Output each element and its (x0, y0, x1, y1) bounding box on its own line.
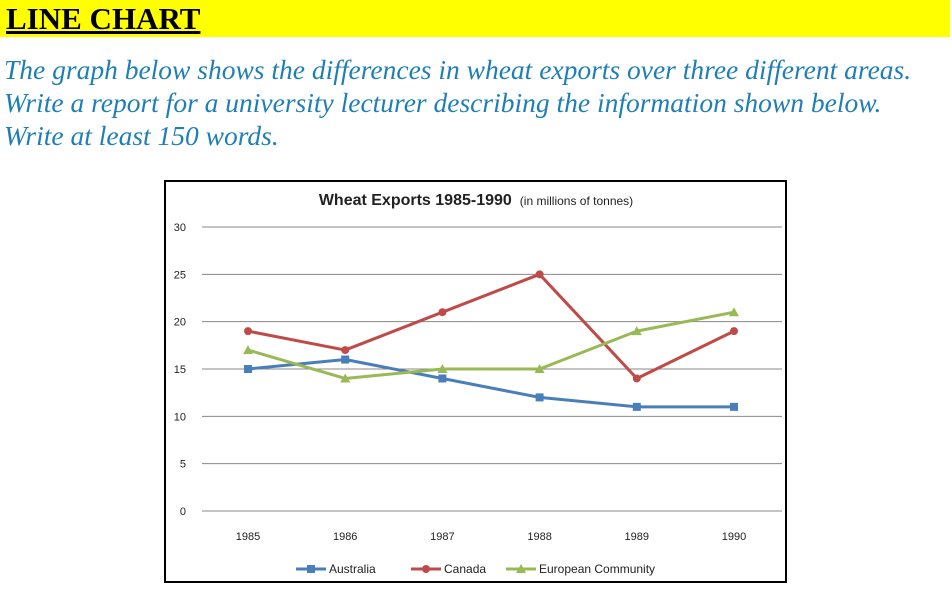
series-line-european-community (247, 310, 735, 380)
series-european-community (243, 307, 739, 383)
x-tick-label: 1990 (722, 531, 746, 543)
x-axis-ticks: 1985 1986 1987 1988 1989 1990 (236, 531, 746, 543)
legend-label: Australia (329, 562, 376, 576)
y-tick-label: 15 (174, 364, 186, 376)
legend: Australia Canada European Community (296, 562, 655, 576)
data-point-european-community (534, 364, 545, 373)
data-point-canada (730, 327, 738, 336)
legend-item-european-community: European Community (506, 562, 655, 576)
y-tick-label: 5 (180, 459, 186, 471)
y-axis-ticks: 0 5 10 15 20 25 30 (174, 222, 186, 518)
title-banner: LINE CHART (0, 0, 950, 37)
data-point-european-community (243, 345, 253, 355)
data-point-european-community (340, 373, 351, 383)
series-line-canada (247, 272, 735, 380)
data-point-australia (438, 374, 447, 383)
x-tick-label: 1985 (236, 531, 260, 543)
data-point-canada (632, 374, 641, 383)
data-point-canada (438, 308, 447, 317)
series-canada (244, 270, 738, 383)
legend-label: Canada (444, 562, 486, 576)
chart-title-main: Wheat Exports 1985-1990 (319, 192, 512, 209)
data-point-australia (535, 393, 544, 402)
chart-title-subtitle: (in millions of tonnes) (520, 194, 633, 208)
y-tick-label: 0 (180, 506, 186, 518)
series-line-australia (247, 358, 734, 409)
data-point-australia (632, 402, 641, 411)
y-tick-label: 10 (174, 411, 186, 423)
y-tick-label: 25 (174, 269, 186, 281)
legend-item-australia: Australia (296, 562, 376, 576)
data-point-australia (730, 402, 738, 411)
grid-lines (202, 226, 782, 512)
legend-label: European Community (539, 562, 655, 576)
legend-item-canada: Canada (411, 562, 486, 576)
task-prompt: The graph below shows the differences in… (4, 54, 912, 151)
chart-frame: Wheat Exports 1985-1990 (in millions of … (164, 180, 787, 583)
y-tick-label: 20 (174, 317, 186, 329)
y-tick-label: 30 (174, 222, 186, 234)
x-tick-label: 1986 (333, 531, 357, 543)
data-point-canada (341, 346, 350, 355)
legend-marker-canada (422, 565, 430, 573)
x-tick-label: 1989 (625, 531, 649, 543)
data-point-canada (244, 327, 252, 336)
legend-marker-australia (307, 565, 315, 573)
series-group (243, 270, 739, 411)
legend-marker-european-community (516, 564, 526, 573)
chart-title: Wheat Exports 1985-1990 (in millions of … (319, 192, 633, 209)
data-point-european-community (631, 326, 642, 336)
page-title: LINE CHART (6, 1, 201, 36)
series-australia (244, 355, 738, 411)
data-point-european-community (437, 364, 448, 373)
line-chart: Wheat Exports 1985-1990 (in millions of … (174, 192, 782, 576)
data-point-canada (535, 270, 544, 279)
data-point-australia (341, 355, 350, 364)
x-tick-label: 1987 (430, 531, 454, 543)
x-tick-label: 1988 (527, 531, 551, 543)
data-point-australia (244, 365, 252, 373)
data-point-european-community (729, 307, 739, 317)
